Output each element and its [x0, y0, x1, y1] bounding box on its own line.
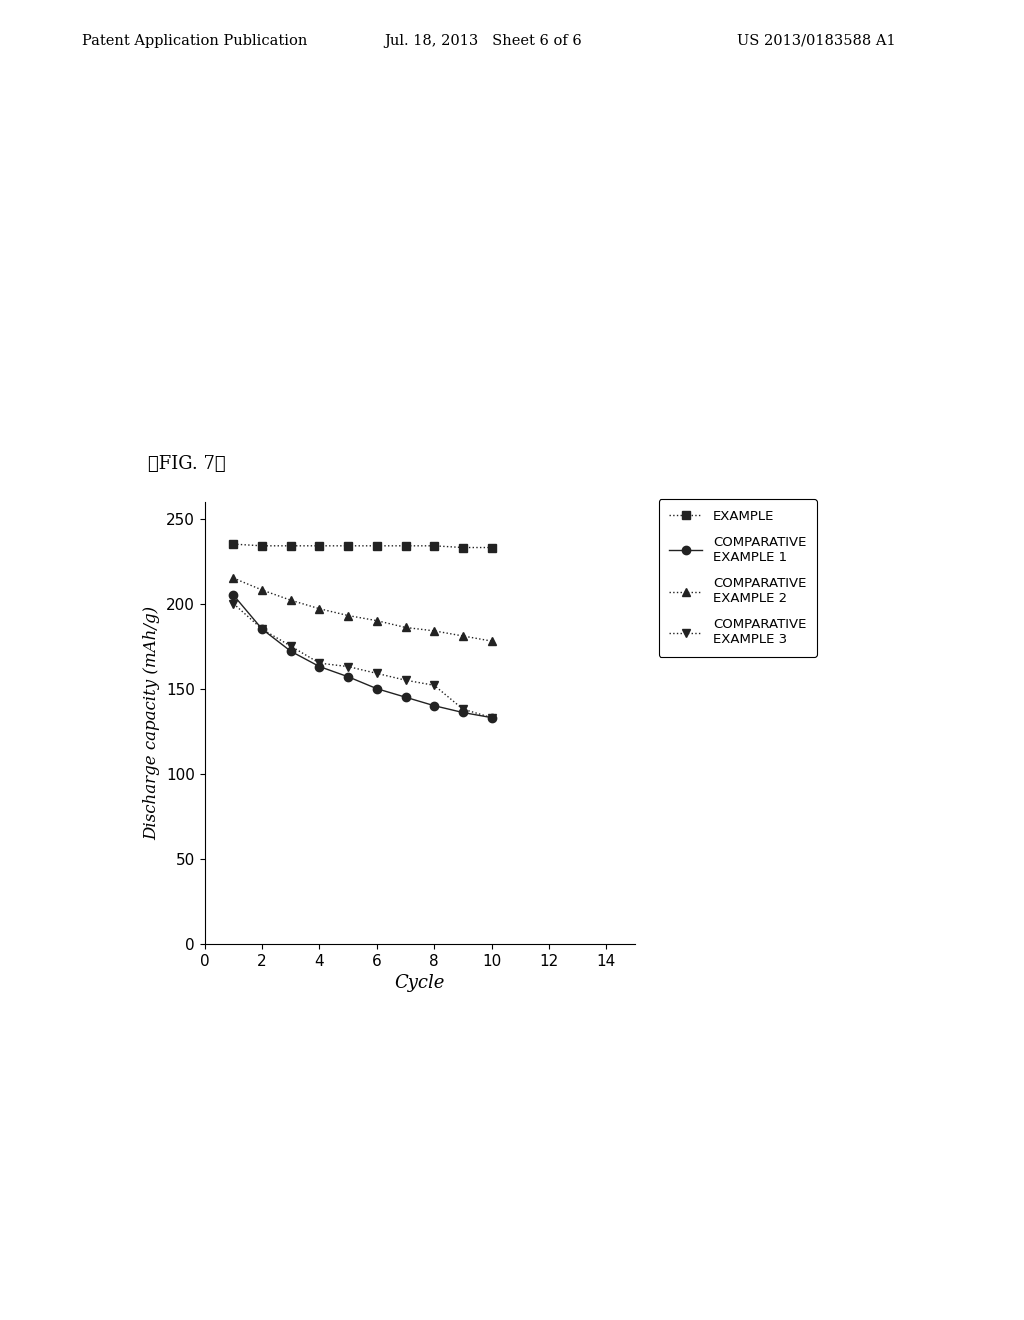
Legend: EXAMPLE, COMPARATIVE
EXAMPLE 1, COMPARATIVE
EXAMPLE 2, COMPARATIVE
EXAMPLE 3: EXAMPLE, COMPARATIVE EXAMPLE 1, COMPARAT… — [658, 499, 817, 657]
Y-axis label: Discharge capacity (mAh/g): Discharge capacity (mAh/g) — [143, 606, 161, 840]
Text: Patent Application Publication: Patent Application Publication — [82, 34, 307, 48]
X-axis label: Cycle: Cycle — [394, 974, 445, 993]
Text: US 2013/0183588 A1: US 2013/0183588 A1 — [737, 34, 896, 48]
Text: 【FIG. 7】: 【FIG. 7】 — [148, 454, 226, 473]
Text: Jul. 18, 2013   Sheet 6 of 6: Jul. 18, 2013 Sheet 6 of 6 — [384, 34, 582, 48]
